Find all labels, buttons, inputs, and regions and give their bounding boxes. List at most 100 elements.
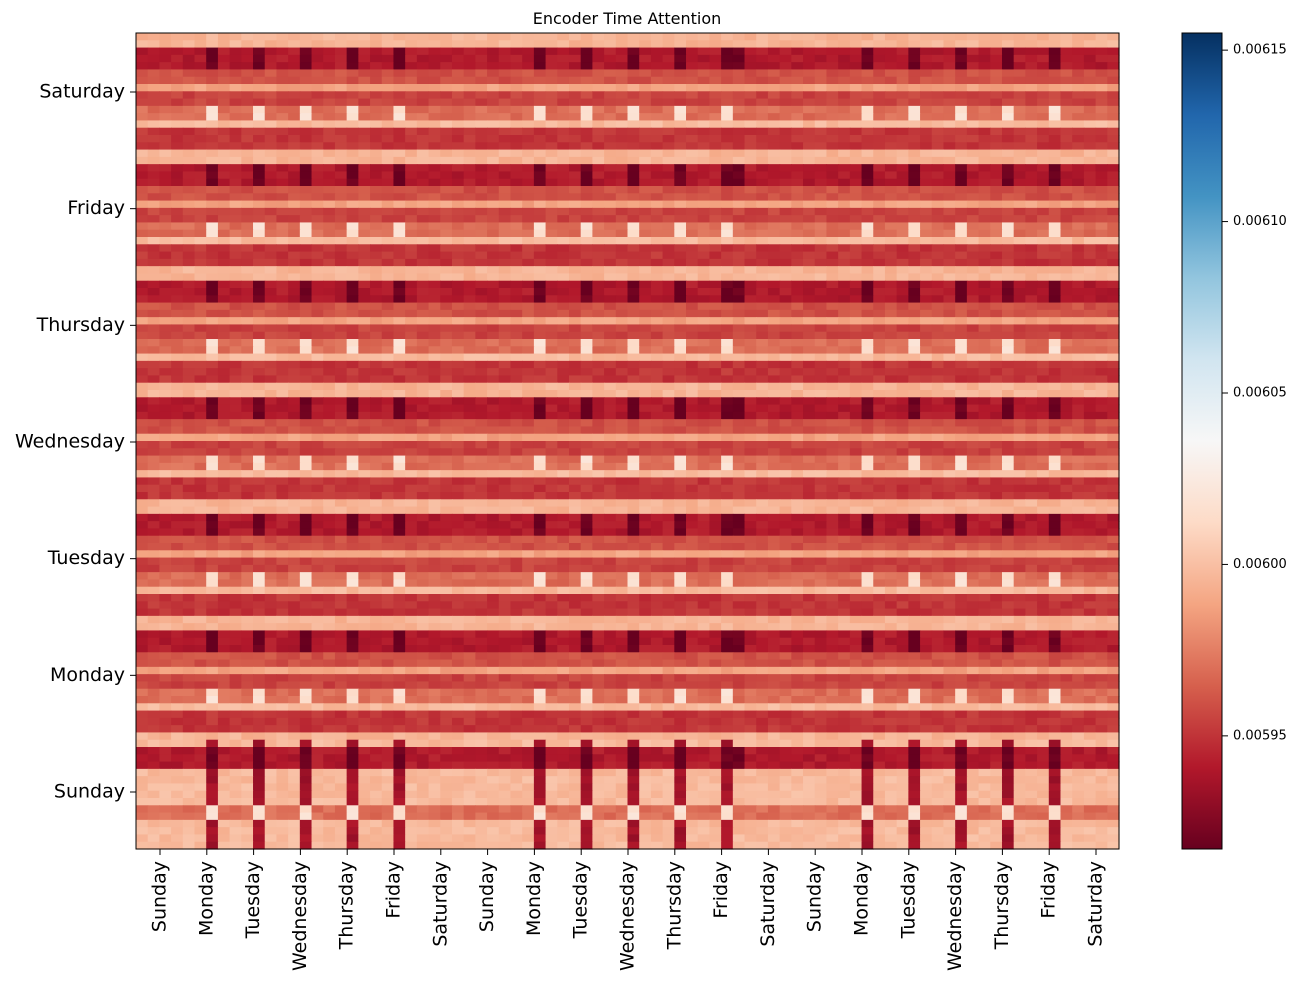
heatmap-cell	[276, 33, 289, 41]
heatmap-cell	[1048, 339, 1062, 347]
heatmap-cell	[978, 280, 991, 289]
heatmap-cell	[533, 339, 547, 347]
heatmap-cell	[931, 33, 945, 41]
heatmap-cell	[779, 69, 792, 78]
heatmap-cell	[545, 411, 558, 420]
heatmap-cell	[966, 273, 980, 282]
heatmap-cell	[346, 237, 359, 245]
heatmap-cell	[791, 69, 804, 78]
heatmap-cell	[288, 404, 301, 413]
heatmap-cell	[416, 295, 430, 304]
heatmap-cell	[744, 222, 757, 231]
heatmap-cell	[463, 98, 476, 107]
heatmap-cell	[264, 266, 278, 275]
heatmap-cell	[1013, 164, 1026, 173]
heatmap-cell	[826, 375, 839, 384]
heatmap-cell	[217, 368, 231, 377]
heatmap-cell	[662, 441, 675, 449]
heatmap-cell	[1083, 309, 1097, 318]
heatmap-cell	[217, 244, 231, 253]
heatmap-cell	[557, 149, 570, 158]
heatmap-cell	[288, 193, 301, 202]
heatmap-cell	[370, 324, 383, 333]
heatmap-cell	[136, 105, 149, 114]
heatmap-cell	[311, 273, 324, 282]
heatmap-cell	[838, 404, 851, 413]
heatmap-cell	[920, 200, 933, 209]
heatmap-cell	[264, 135, 278, 143]
heatmap-cell	[615, 273, 629, 282]
heatmap-cell	[955, 375, 968, 384]
heatmap-cell	[884, 266, 898, 275]
heatmap-cell	[920, 339, 933, 347]
heatmap-cell	[744, 375, 757, 384]
heatmap-cell	[463, 331, 476, 340]
heatmap-cell	[686, 273, 699, 282]
heatmap-cell	[908, 426, 921, 435]
heatmap-cell	[451, 91, 465, 100]
heatmap-cell	[299, 309, 313, 318]
heatmap-cell	[334, 397, 348, 406]
heatmap-cell	[861, 288, 874, 296]
heatmap-cell	[580, 149, 593, 158]
heatmap-cell	[1060, 360, 1073, 369]
heatmap-cell	[393, 244, 406, 253]
heatmap-cell	[779, 127, 792, 136]
heatmap-cell	[334, 353, 348, 362]
heatmap-cell	[884, 40, 898, 49]
heatmap-cell	[884, 200, 898, 209]
heatmap-cell	[849, 98, 863, 107]
heatmap-cell	[697, 426, 711, 435]
heatmap-cell	[182, 54, 196, 63]
heatmap-cell	[1072, 258, 1085, 267]
heatmap-cell	[767, 33, 781, 41]
heatmap-cell	[767, 186, 781, 194]
heatmap-cell	[545, 273, 558, 282]
heatmap-cell	[814, 309, 828, 318]
heatmap-cell	[229, 149, 242, 158]
heatmap-cell	[428, 441, 441, 449]
heatmap-cell	[323, 433, 336, 442]
heatmap-cell	[814, 375, 828, 384]
heatmap-cell	[639, 244, 652, 253]
heatmap-cell	[358, 390, 371, 398]
heatmap-cell	[767, 178, 781, 187]
heatmap-cell	[849, 54, 863, 63]
heatmap-cell	[873, 433, 886, 442]
heatmap-cell	[1107, 33, 1120, 41]
heatmap-cell	[487, 266, 500, 275]
heatmap-cell	[615, 441, 629, 449]
heatmap-cell	[568, 229, 582, 238]
heatmap-cell	[908, 33, 921, 41]
heatmap-cell	[171, 127, 184, 136]
heatmap-cell	[557, 62, 570, 71]
heatmap-cell	[241, 266, 254, 275]
heatmap-cell	[627, 76, 640, 85]
heatmap-cell	[966, 244, 980, 253]
heatmap-cell	[861, 295, 874, 304]
heatmap-cell	[990, 295, 1003, 304]
heatmap-cell	[557, 142, 570, 151]
heatmap-cell	[498, 91, 512, 100]
heatmap-cell	[627, 317, 640, 326]
heatmap-cell	[1060, 368, 1073, 377]
heatmap-cell	[732, 98, 746, 107]
heatmap-cell	[966, 309, 980, 318]
heatmap-cell	[299, 33, 313, 41]
heatmap-cell	[147, 222, 160, 231]
heatmap-cell	[440, 288, 453, 296]
heatmap-cell	[674, 76, 687, 85]
heatmap-cell	[709, 244, 722, 253]
heatmap-cell	[510, 324, 523, 333]
heatmap-cell	[510, 244, 523, 253]
heatmap-cell	[721, 324, 734, 333]
heatmap-cell	[943, 127, 956, 136]
heatmap-cell	[709, 62, 722, 71]
heatmap-cell	[627, 186, 640, 194]
heatmap-cell	[674, 266, 687, 275]
heatmap-cell	[568, 390, 582, 398]
heatmap-cell	[1095, 455, 1108, 464]
heatmap-cell	[592, 207, 605, 216]
heatmap-cell	[206, 419, 219, 428]
heatmap-cell	[732, 171, 746, 180]
